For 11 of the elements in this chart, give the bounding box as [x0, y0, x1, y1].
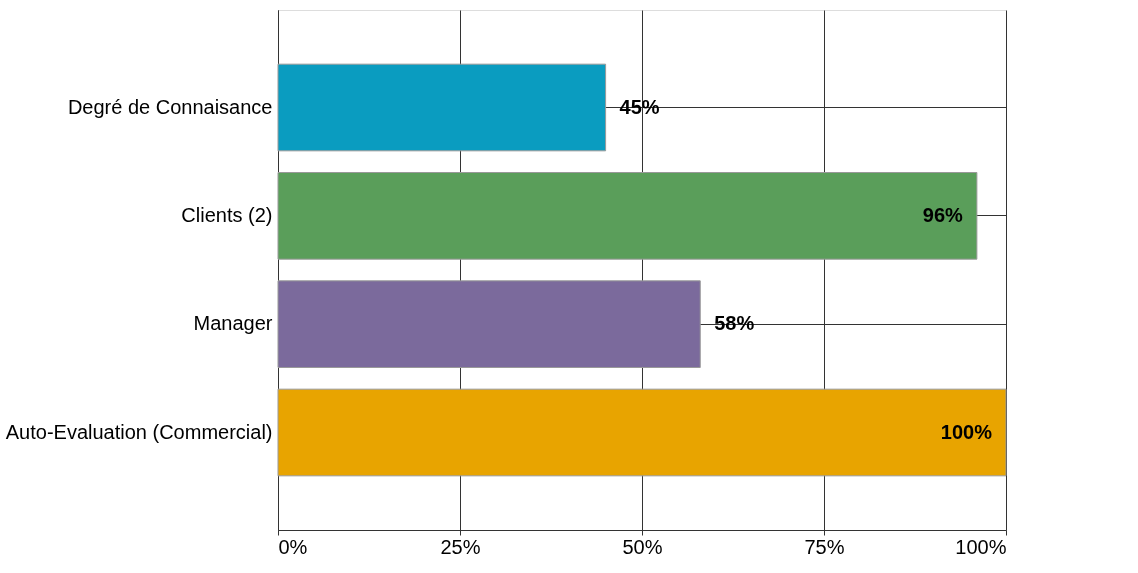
- data-label: 96%: [922, 203, 964, 226]
- x-tick-label: 50%: [622, 535, 663, 558]
- y-tick-label: Manager: [193, 312, 273, 335]
- x-tick-label: 25%: [440, 535, 481, 558]
- x-tick-label: 75%: [804, 535, 845, 558]
- y-tick-label: Clients (2): [181, 203, 273, 226]
- x-tick-label: 100%: [955, 535, 1007, 558]
- data-label: 100%: [940, 420, 993, 443]
- y-tick-label: Auto-Evaluation (Commercial): [5, 420, 273, 443]
- y-tick-label: Degré de Connaisance: [67, 95, 273, 118]
- x-tick-label: 0%: [278, 535, 308, 558]
